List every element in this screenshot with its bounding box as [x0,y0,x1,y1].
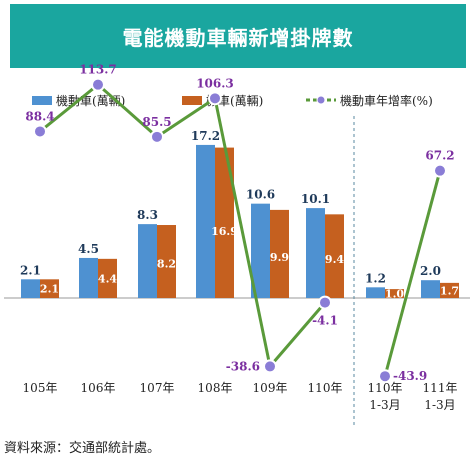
data-label-car-0: 2.1 [20,263,41,277]
legend-label-growth: 機動車年增率(%) [340,93,433,108]
growth-point-0 [33,124,47,139]
bar-motorcycle-7 [440,282,459,298]
category-label-7-1: 1-3月 [424,398,455,412]
bar-motorcycle-4 [270,209,289,298]
data-label-car-2: 8.3 [137,208,158,222]
legend-swatch-motorcycle [182,96,202,105]
bar-motorcycle-0 [40,279,59,298]
growth-label-6: -43.9 [393,369,427,383]
data-label-motorcycle-5: 9.4 [325,253,344,266]
growth-point-3 [208,91,222,106]
growth-label-5: -4.1 [312,314,338,328]
bar-motorcycle-1 [98,258,117,298]
growth-label-4: -38.6 [226,359,260,373]
growth-label-2: 85.5 [142,115,171,129]
bar-car-5 [306,208,325,298]
data-label-motorcycle-3: 16.9 [211,225,238,238]
growth-point-1 [91,77,105,92]
legend-swatch-growth-marker [316,95,326,105]
bars-group: 2.1 2.1 4.5 4.4 8.3 8.2 17.2 16.9 10.6 9.9 10.1 9.4… [20,129,459,301]
data-label-motorcycle-7: 1.7 [440,284,459,297]
category-label-6-1: 1-3月 [369,398,400,412]
legend: 機動車(萬輛) 機車(萬輛) 機動車年增率(%) [32,93,433,108]
bar-motorcycle-6 [385,289,404,298]
bar-car-1 [79,257,98,298]
data-label-car-4: 10.6 [246,188,275,202]
bar-motorcycle-5 [325,214,344,298]
growth-line-group: 88.4 113.7 85.5 106.3 -38.6 -4.1 -43.9 67.2 [25,63,455,384]
data-label-motorcycle-6: 1.0 [385,288,404,301]
growth-line-annual [39,82,327,370]
category-axis: 105年 106年 107年 108年 109年 110年 110年 1-3月 111年 1-3月 [23,381,458,412]
growth-label-7: 67.2 [425,149,454,163]
data-label-car-1: 4.5 [78,242,99,256]
growth-label-0: 88.4 [25,109,54,123]
bar-car-3 [196,144,215,298]
category-label-5: 110年 [308,381,343,395]
category-label-3: 108年 [198,381,233,395]
growth-label-3: 106.3 [196,76,234,90]
chart-title: 電能機動車輛新增掛牌數 [10,4,466,68]
data-label-car-7: 2.0 [420,264,441,278]
category-label-6-0: 110年 [368,381,403,395]
growth-point-6 [378,369,392,384]
data-label-motorcycle-4: 9.9 [270,251,289,264]
bar-car-6 [366,287,385,298]
bar-car-4 [251,203,270,298]
data-label-car-6: 1.2 [365,271,386,285]
bar-car-2 [138,224,157,298]
bar-motorcycle-3 [215,147,234,298]
bar-motorcycle-2 [157,225,176,298]
category-label-1: 106年 [81,381,116,395]
category-label-7-0: 111年 [423,381,458,395]
growth-point-7 [433,163,447,178]
growth-label-1: 113.7 [79,63,117,77]
data-label-motorcycle-1: 4.4 [98,272,117,285]
data-label-motorcycle-0: 2.1 [40,283,59,296]
data-label-car-5: 10.1 [301,192,330,206]
growth-point-5 [318,295,332,310]
data-label-motorcycle-2: 8.2 [157,257,176,270]
legend-swatch-car [32,96,52,105]
growth-line-quarterly [383,170,442,377]
category-label-0: 105年 [23,381,58,395]
bar-car-7 [421,280,440,298]
category-label-4: 109年 [253,381,288,395]
bar-car-0 [21,279,40,298]
category-label-2: 107年 [140,381,175,395]
growth-point-4 [263,359,277,374]
chart-area: 機動車(萬輛) 機車(萬輛) 機動車年增率(%) 2.1 2.1 4.5 4.4 8.3… [4,63,470,425]
source-note: 資料來源：交通部統計處。 [4,441,161,456]
growth-point-2 [150,129,164,144]
data-label-car-3: 17.2 [191,129,220,143]
